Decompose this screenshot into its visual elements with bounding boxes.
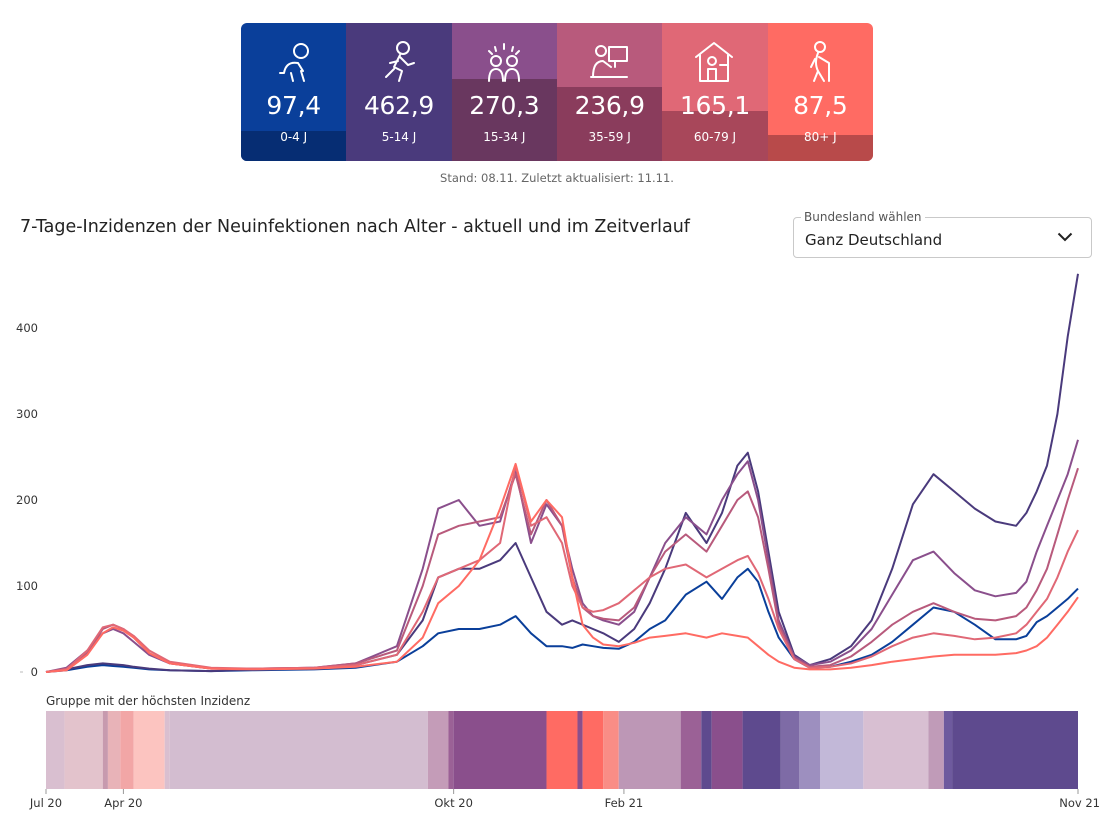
band-segment (46, 711, 65, 789)
tile-label: 60-79 J (693, 130, 737, 144)
y-tick-label: 200 (16, 493, 38, 507)
band-segment (107, 711, 121, 789)
band-segment (169, 711, 428, 789)
tile-value: 236,9 (574, 91, 645, 120)
series-line-1 (45, 273, 1079, 673)
y-axis: 0 100 200 300 400 (16, 321, 38, 679)
band-segment (582, 711, 604, 789)
y-tick-label: 400 (16, 321, 38, 335)
tile-shade (451, 79, 557, 161)
band-label: Gruppe mit der höchsten Inzidenz (46, 694, 250, 708)
band-segment (120, 711, 134, 789)
age-tile: 270,3 15-34 J (451, 23, 557, 161)
band-segment (448, 711, 454, 789)
band-segment (711, 711, 743, 789)
band-segment (102, 711, 108, 789)
band-segment (64, 711, 103, 789)
region-select-label: Bundesland wählen (801, 210, 925, 224)
band-segment (577, 711, 583, 789)
child-running-icon (346, 39, 451, 85)
age-group-tiles: 97,4 0-4 J 462,9 5-14 J 270,3 15-34 J 236,9 35-… (241, 23, 873, 161)
band-segment (680, 711, 702, 789)
senior-at-home-icon (662, 39, 767, 85)
series-line-4 (45, 464, 1079, 673)
tile-shade (556, 87, 663, 161)
tile-value: 97,4 (266, 91, 321, 120)
tile-value: 270,3 (469, 91, 540, 120)
chevron-down-icon[interactable] (1057, 232, 1073, 242)
band-segment (820, 711, 864, 789)
y-tick-label: 300 (16, 407, 38, 421)
band-segment (952, 711, 1078, 789)
band-segment (164, 711, 170, 789)
chart-title: 7-Tage-Inzidenzen der Neuinfektionen nac… (20, 217, 690, 237)
y-tick-label: 0 (31, 665, 38, 679)
band-segment (603, 711, 619, 789)
x-tick-label: Apr 20 (104, 796, 142, 810)
tile-label: 5-14 J (381, 130, 417, 144)
x-tick-label: Feb 21 (605, 796, 644, 810)
series-line-5 (45, 462, 1079, 673)
band-segment (928, 711, 944, 789)
tile-shade (662, 111, 768, 161)
tile-value: 87,5 (793, 91, 848, 120)
tile-label: 0-4 J (280, 130, 308, 144)
tile-shade (241, 131, 347, 161)
tile-label: 80+ J (803, 130, 837, 144)
baby-crawling-icon (241, 39, 346, 85)
tile-label: 15-34 J (483, 130, 526, 144)
elderly-with-cane-icon (768, 39, 873, 85)
tile-label: 35-59 J (588, 130, 631, 144)
young-adults-party-icon (452, 39, 557, 85)
series-line-3 (45, 467, 1079, 673)
band-segment (799, 711, 820, 789)
tile-shade (767, 135, 873, 161)
band-segment (546, 711, 578, 789)
band-segment (701, 711, 712, 789)
series-line-0 (45, 567, 1079, 673)
tile-value: 165,1 (679, 91, 751, 120)
age-tile: 462,9 5-14 J (346, 23, 452, 161)
x-axis: Jul 20 Apr 20 Okt 20 Feb 21 Nov 21 (29, 789, 1100, 810)
band-segment (780, 711, 800, 789)
tile-value: 462,9 (363, 91, 435, 120)
band-segment (133, 711, 165, 789)
series-line-2 (45, 439, 1079, 673)
age-tile: 97,4 0-4 J (241, 23, 347, 161)
update-timestamp: Stand: 08.11. Zuletzt aktualisiert: 11.1… (440, 171, 674, 185)
band-segment (943, 711, 953, 789)
region-select[interactable]: Bundesland wählen Ganz Deutschland (793, 210, 1092, 258)
band-segment (453, 711, 547, 789)
series-lines (45, 273, 1079, 673)
band-segment (427, 711, 449, 789)
y-tick-label: 100 (16, 579, 38, 593)
band-segment (863, 711, 929, 789)
band-segment (618, 711, 681, 789)
highest-incidence-band (46, 711, 1078, 789)
x-tick-label: Okt 20 (434, 796, 473, 810)
band-segment (742, 711, 781, 789)
age-tile: 165,1 60-79 J (662, 23, 768, 161)
age-tile: 236,9 35-59 J (556, 23, 663, 161)
region-select-value: Ganz Deutschland (805, 231, 943, 249)
age-tile: 87,5 80+ J (767, 23, 873, 161)
x-tick-label: Nov 21 (1059, 796, 1100, 810)
x-tick-label: Jul 20 (29, 796, 62, 810)
office-worker-icon (557, 39, 662, 85)
